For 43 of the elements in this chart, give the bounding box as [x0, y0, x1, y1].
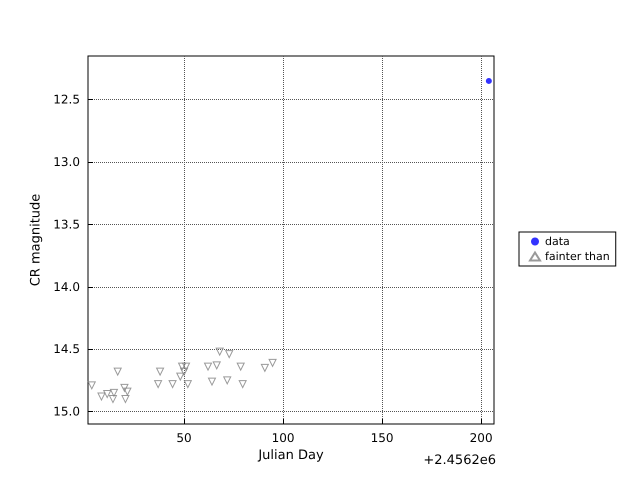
point [154, 380, 162, 388]
x-axis-title: Julian Day [257, 448, 324, 463]
point [123, 388, 132, 396]
point [212, 361, 221, 370]
x-tick-label: 100 [272, 431, 295, 445]
point [268, 358, 277, 367]
point [120, 384, 128, 392]
point [97, 392, 106, 401]
x-tick-label: 50 [176, 431, 192, 445]
point [204, 362, 212, 371]
point [121, 395, 130, 404]
y-tick-label: 13.0 [53, 155, 80, 170]
y-tick-label: 15.0 [53, 404, 80, 419]
point [176, 372, 184, 381]
legend-label: data [545, 235, 570, 248]
point [225, 350, 234, 358]
point [208, 378, 216, 386]
point [156, 368, 164, 376]
point [184, 380, 192, 388]
x-tick-label: 150 [370, 431, 394, 445]
point [168, 380, 177, 388]
y-tick-label: 13.5 [53, 217, 80, 232]
point [260, 364, 269, 372]
point [182, 362, 190, 371]
point [88, 381, 96, 390]
x-tick-label: 200 [470, 431, 493, 445]
legend-label: fainter than [545, 250, 610, 263]
point [178, 362, 186, 371]
point [108, 395, 117, 404]
point [216, 348, 224, 356]
y-tick-label: 14.0 [53, 280, 80, 294]
point [486, 78, 492, 84]
y-tick-label: 14.5 [53, 342, 80, 356]
text: +2.4562e6 [423, 453, 496, 468]
point [180, 368, 188, 376]
point [236, 362, 245, 371]
point [223, 376, 232, 384]
y-axis-title: CR magnitude [28, 194, 44, 286]
y-tick-label: 12.5 [53, 92, 80, 107]
point [103, 390, 112, 398]
point [114, 368, 122, 376]
point [238, 380, 247, 388]
point [110, 388, 118, 397]
